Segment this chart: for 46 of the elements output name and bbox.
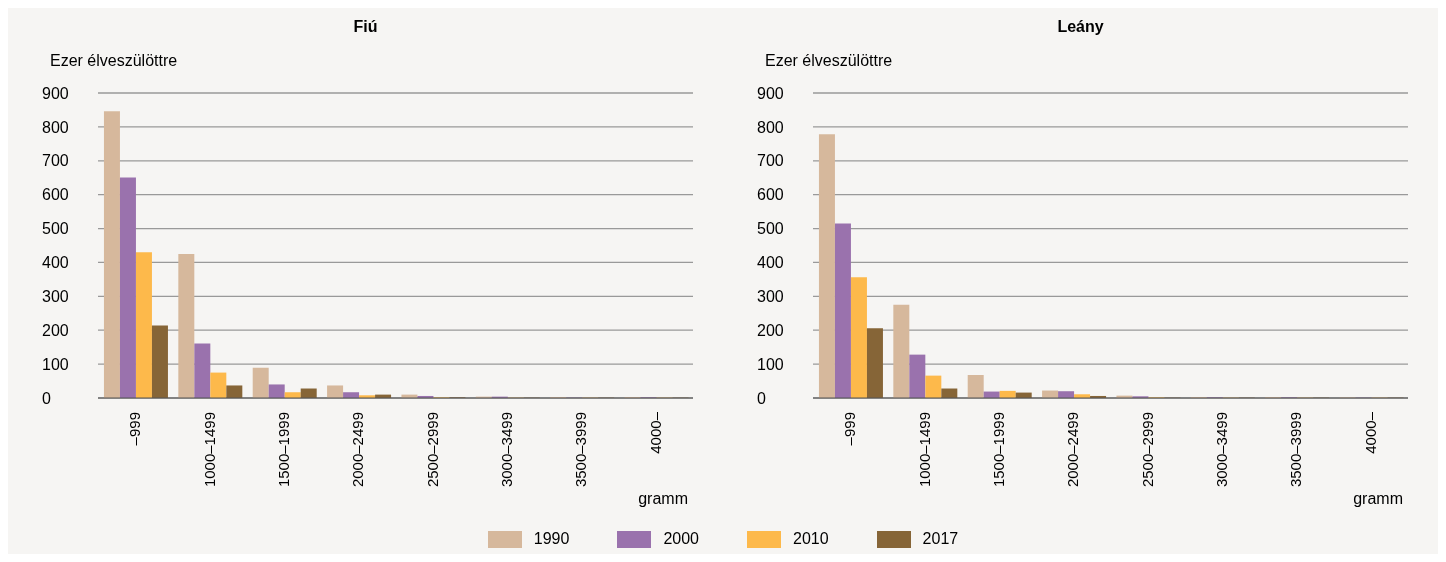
chart-title: Leány [1056, 18, 1105, 36]
x-tick-label: 1000–1499 [200, 412, 218, 488]
y-tick-label: 0 [42, 389, 51, 407]
y-tick-label: 100 [42, 355, 69, 373]
x-tick-label: 3000–3499 [498, 412, 516, 488]
y-tick-label: 900 [42, 84, 69, 102]
legend-label: 2017 [922, 530, 959, 548]
x-axis-title: gramm [638, 490, 688, 508]
x-tick-label: 2500–2999 [1138, 412, 1156, 488]
legend-label: 2000 [663, 530, 699, 548]
y-tick-label: 600 [42, 186, 69, 204]
y-tick-label: 800 [42, 118, 69, 136]
y-tick-label: 500 [757, 220, 784, 238]
y-tick-label: 300 [757, 288, 784, 306]
chart-title: Fiú [352, 18, 379, 36]
x-tick-label: 2000–2499 [1064, 412, 1082, 488]
x-tick-label: 4000– [1361, 411, 1379, 454]
x-tick-label: 1500–1999 [274, 412, 292, 488]
x-tick-label: 1000–1499 [915, 412, 933, 488]
x-tick-label: –999 [126, 412, 144, 446]
y-tick-label: 800 [757, 118, 784, 136]
y-tick-label: 700 [42, 152, 69, 170]
y-tick-label: 0 [757, 389, 766, 407]
y-tick-label: 100 [757, 355, 784, 373]
x-tick-label: 4000– [646, 411, 664, 454]
y-tick-label: 400 [42, 254, 69, 272]
x-tick-label: 3000–3499 [1213, 412, 1231, 488]
x-tick-label: 2500–2999 [423, 412, 441, 488]
x-tick-label: 2000–2499 [349, 412, 367, 488]
x-axis-title: gramm [1353, 490, 1403, 508]
y-axis-title: Ezer élveszülöttre [50, 52, 178, 70]
y-tick-label: 600 [757, 186, 784, 204]
x-tick-label: –999 [841, 412, 859, 446]
y-tick-label: 900 [757, 84, 784, 102]
legend-label: 2010 [793, 530, 829, 548]
y-tick-label: 400 [757, 254, 784, 272]
y-axis-title: Ezer élveszülöttre [765, 52, 893, 70]
legend-label: 1990 [533, 530, 570, 548]
x-tick-label: 3500–3999 [572, 412, 590, 488]
x-tick-label: 1500–1999 [989, 412, 1007, 488]
x-tick-label: 3500–3999 [1287, 412, 1305, 488]
y-tick-label: 200 [757, 321, 784, 339]
y-tick-label: 300 [42, 288, 69, 306]
y-tick-label: 700 [757, 152, 784, 170]
y-tick-label: 500 [42, 220, 69, 238]
y-tick-label: 200 [42, 321, 69, 339]
